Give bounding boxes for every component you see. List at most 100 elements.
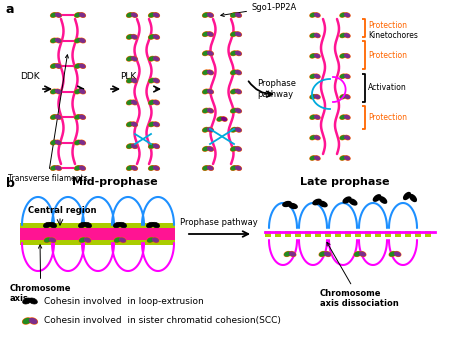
Ellipse shape	[315, 34, 319, 37]
Bar	[20, 228, 175, 240]
Ellipse shape	[203, 32, 209, 36]
Ellipse shape	[75, 115, 81, 119]
Text: PLK: PLK	[120, 72, 136, 81]
Ellipse shape	[127, 57, 132, 60]
Ellipse shape	[132, 166, 137, 170]
Ellipse shape	[222, 117, 227, 121]
Ellipse shape	[80, 39, 85, 42]
Text: Chromosome
axis: Chromosome axis	[10, 245, 72, 303]
Bar	[375, 231, 381, 237]
Ellipse shape	[208, 166, 213, 170]
Ellipse shape	[154, 144, 159, 148]
Ellipse shape	[80, 90, 85, 93]
Ellipse shape	[80, 13, 85, 17]
Text: DDK: DDK	[20, 72, 40, 81]
Ellipse shape	[310, 34, 315, 37]
Bar	[325, 231, 331, 237]
Bar	[315, 231, 321, 237]
Ellipse shape	[113, 222, 121, 228]
Ellipse shape	[348, 198, 357, 206]
Ellipse shape	[50, 238, 55, 242]
Ellipse shape	[379, 196, 387, 204]
Ellipse shape	[355, 252, 360, 256]
Ellipse shape	[154, 35, 159, 39]
Text: Protection: Protection	[368, 21, 407, 30]
Ellipse shape	[127, 144, 132, 148]
Text: Prophase
pathway: Prophase pathway	[257, 79, 296, 99]
Ellipse shape	[154, 13, 159, 17]
Ellipse shape	[360, 252, 365, 256]
Text: Protection: Protection	[368, 51, 407, 59]
Ellipse shape	[119, 222, 127, 228]
Ellipse shape	[149, 13, 155, 17]
Ellipse shape	[390, 252, 395, 256]
Text: Central region: Central region	[28, 206, 97, 215]
Text: Chromosome
axis dissociation: Chromosome axis dissociation	[320, 242, 399, 309]
Ellipse shape	[208, 128, 213, 132]
Ellipse shape	[310, 136, 315, 139]
Ellipse shape	[340, 95, 346, 98]
Ellipse shape	[290, 252, 295, 256]
Ellipse shape	[132, 57, 137, 60]
Ellipse shape	[310, 95, 315, 98]
Ellipse shape	[75, 13, 81, 17]
Ellipse shape	[310, 75, 315, 78]
Bar	[265, 231, 271, 237]
Ellipse shape	[149, 166, 155, 170]
Ellipse shape	[127, 79, 132, 82]
Ellipse shape	[23, 298, 31, 304]
Ellipse shape	[55, 13, 61, 17]
Bar	[305, 231, 311, 237]
Ellipse shape	[55, 39, 61, 42]
Ellipse shape	[394, 252, 401, 256]
Ellipse shape	[288, 203, 298, 209]
Ellipse shape	[55, 141, 61, 144]
Ellipse shape	[236, 109, 241, 112]
Ellipse shape	[80, 64, 85, 68]
Text: b: b	[6, 177, 15, 190]
Ellipse shape	[203, 70, 209, 74]
Ellipse shape	[127, 101, 132, 104]
Ellipse shape	[84, 222, 91, 228]
Ellipse shape	[315, 156, 319, 159]
Ellipse shape	[203, 13, 209, 17]
Ellipse shape	[153, 238, 158, 242]
Ellipse shape	[51, 13, 56, 17]
Ellipse shape	[342, 196, 352, 203]
Ellipse shape	[236, 32, 241, 36]
Ellipse shape	[345, 116, 349, 119]
Bar	[275, 231, 281, 237]
Bar	[335, 231, 341, 237]
Bar	[385, 231, 391, 237]
Text: Mid-prophase: Mid-prophase	[72, 177, 158, 187]
Ellipse shape	[203, 109, 209, 112]
Ellipse shape	[55, 115, 61, 119]
Ellipse shape	[154, 57, 159, 60]
Ellipse shape	[29, 319, 37, 324]
Ellipse shape	[315, 136, 319, 139]
Ellipse shape	[55, 166, 61, 170]
Bar	[415, 231, 421, 237]
Ellipse shape	[231, 32, 237, 36]
Ellipse shape	[51, 166, 56, 170]
Ellipse shape	[127, 166, 132, 170]
Ellipse shape	[132, 79, 137, 82]
Ellipse shape	[149, 144, 155, 148]
Ellipse shape	[340, 75, 346, 78]
Ellipse shape	[312, 199, 322, 205]
Ellipse shape	[340, 116, 346, 119]
Ellipse shape	[231, 147, 237, 151]
Ellipse shape	[75, 141, 81, 144]
Ellipse shape	[51, 39, 56, 42]
Ellipse shape	[127, 122, 132, 126]
Ellipse shape	[345, 136, 349, 139]
Ellipse shape	[231, 166, 237, 170]
Ellipse shape	[203, 90, 209, 93]
Ellipse shape	[231, 70, 237, 74]
Bar	[395, 231, 401, 237]
Ellipse shape	[78, 222, 86, 228]
Ellipse shape	[345, 156, 349, 159]
Ellipse shape	[152, 222, 160, 228]
Ellipse shape	[154, 101, 159, 104]
Ellipse shape	[231, 128, 237, 132]
